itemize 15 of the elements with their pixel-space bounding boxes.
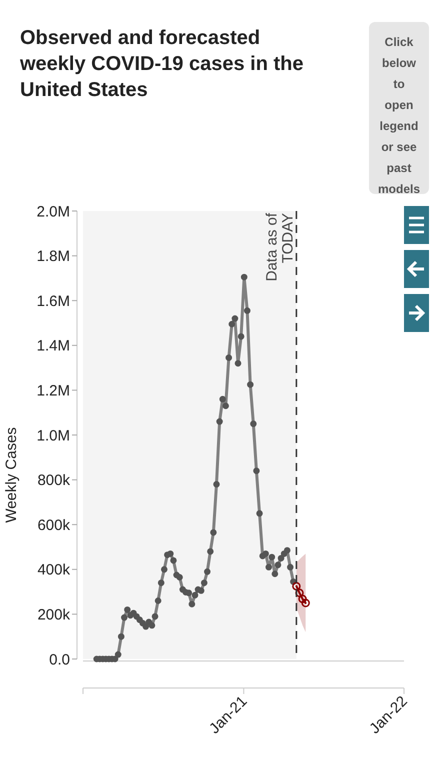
- chart-title: Observed and forecasted weekly COVID-19 cases in the United States: [19, 27, 304, 101]
- y-tick-label: 200k: [37, 606, 70, 624]
- ref-line-label: Data as of TODAY: [263, 212, 296, 282]
- text: Click below to open legend or see past models: [378, 35, 420, 196]
- y-tick-label: 1.2M: [36, 382, 70, 400]
- y-tick-label: 1.8M: [36, 248, 70, 266]
- y-tick-label: 2.0M: [36, 203, 70, 220]
- y-tick-label: 400k: [37, 562, 70, 579]
- y-tick-label: 0.0: [49, 651, 70, 668]
- y-tick-label: 800k: [37, 472, 70, 490]
- y-tick-label: 1.4M: [36, 338, 70, 355]
- y-tick-label: 1.0M: [36, 427, 70, 444]
- y-axis-title: Weekly Cases: [3, 427, 20, 523]
- y-tick-label: 1.6M: [36, 292, 70, 310]
- y-tick-label: 600k: [37, 516, 70, 534]
